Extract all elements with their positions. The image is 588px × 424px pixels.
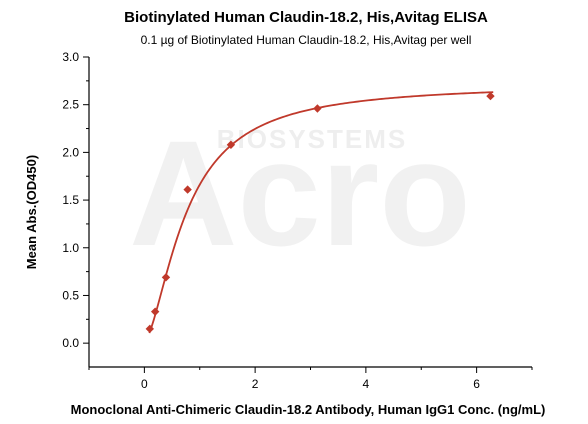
watermark-logo-text: Acro — [129, 109, 471, 277]
x-tick-label: 4 — [363, 377, 370, 391]
data-point-diamond — [313, 104, 322, 113]
watermark-brand-text: BIOSYSTEMS — [217, 124, 407, 154]
x-tick-label: 6 — [473, 377, 480, 391]
y-tick-label: 3.0 — [62, 50, 79, 64]
data-points — [145, 91, 495, 334]
y-tick-label: 1.0 — [62, 241, 79, 255]
chart-title: Biotinylated Human Claudin-18.2, His,Avi… — [124, 9, 488, 26]
x-axis-ticks: 0 2 4 6 — [88, 367, 533, 391]
x-tick-label: 2 — [252, 377, 259, 391]
y-axis-label: Mean Abs.(OD450) — [24, 155, 39, 269]
data-point-diamond — [161, 273, 171, 282]
data-point-diamond — [150, 307, 160, 316]
y-tick-label: 0.0 — [62, 336, 79, 350]
y-tick-label: 2.5 — [62, 98, 79, 112]
data-point-diamond — [145, 324, 155, 334]
chart-subtitle: 0.1 µg of Biotinylated Human Claudin-18.… — [141, 33, 472, 47]
y-axis-ticks: 0.0 0.5 1.0 1.5 2.0 2.5 3.0 — [62, 50, 89, 350]
data-point-diamond — [183, 185, 192, 194]
x-tick-label: 0 — [141, 377, 148, 391]
data-point-diamond — [486, 91, 495, 101]
y-tick-label: 0.5 — [62, 288, 79, 302]
fit-curve-line — [148, 91, 494, 334]
y-tick-label: 1.5 — [62, 193, 79, 207]
y-tick-label: 2.0 — [62, 145, 79, 159]
x-axis-label: Monoclonal Anti-Chimeric Claudin-18.2 An… — [71, 402, 546, 417]
data-point-diamond — [226, 140, 236, 149]
